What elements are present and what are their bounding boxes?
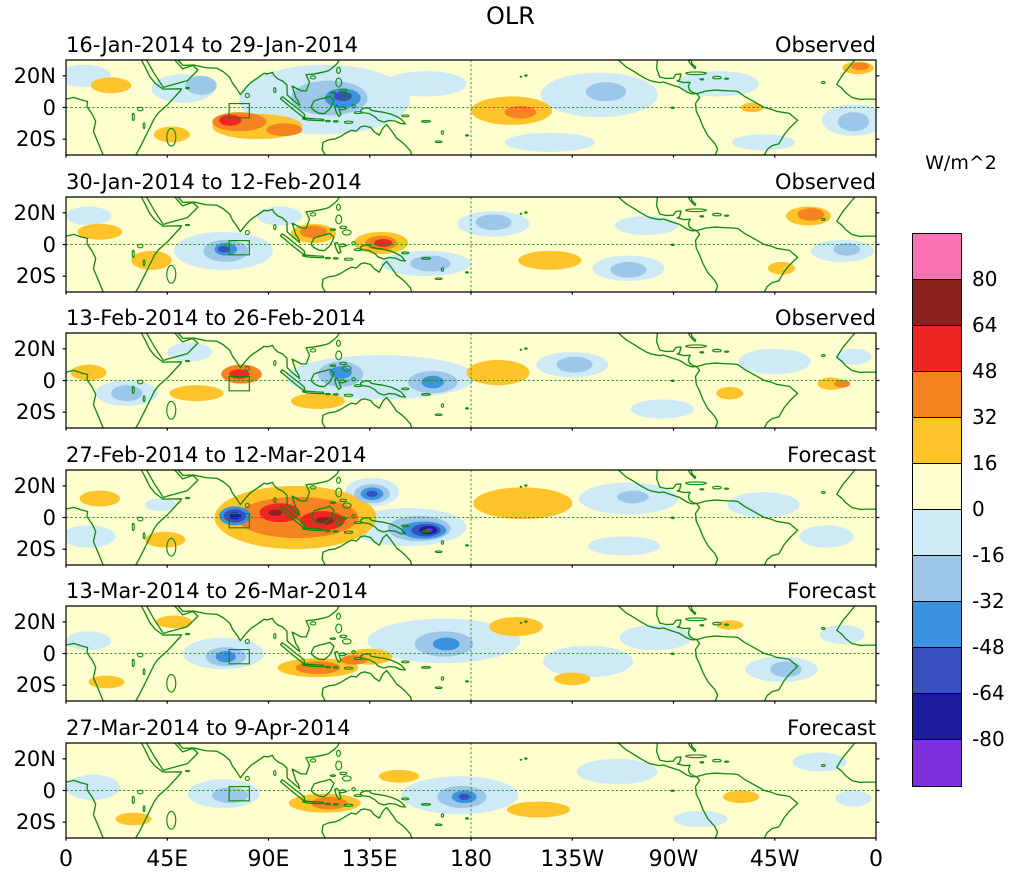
map-panel	[66, 333, 876, 428]
colorbar-cell	[913, 280, 961, 326]
map-panel	[66, 60, 876, 155]
lat-axis-label: 20S	[15, 537, 56, 562]
colorbar-cell	[913, 602, 961, 648]
panel-date-label: 13-Mar-2014 to 26-Mar-2014	[66, 579, 368, 603]
panel-source-label: Forecast	[787, 579, 876, 603]
colorbar-tick-label: 32	[972, 405, 998, 429]
panel-source-label: Forecast	[787, 443, 876, 467]
map-panel	[66, 197, 876, 292]
colorbar-cell	[913, 234, 961, 280]
panel-source-label: Observed	[774, 33, 876, 57]
lat-axis-label: 0	[42, 778, 56, 803]
colorbar-cell	[913, 326, 961, 372]
panel-date-label: 27-Mar-2014 to 9-Apr-2014	[66, 716, 351, 740]
panel-date-label: 27-Feb-2014 to 12-Mar-2014	[66, 443, 367, 467]
map-panel	[66, 606, 876, 701]
lat-axis-label: 20S	[15, 810, 56, 835]
lat-axis-label: 20N	[13, 336, 56, 361]
colorbar-cell	[913, 556, 961, 602]
panel-header: 30-Jan-2014 to 12-Feb-2014 Observed	[66, 169, 876, 195]
lat-axis-label: 20N	[13, 473, 56, 498]
lon-axis-label: 135W	[540, 847, 605, 872]
panel-date-label: 13-Feb-2014 to 26-Feb-2014	[66, 306, 366, 330]
panel-header: 27-Feb-2014 to 12-Mar-2014 Forecast	[66, 442, 876, 468]
lat-axis-label: 0	[42, 641, 56, 666]
map-panel	[66, 470, 876, 565]
panel-date-label: 30-Jan-2014 to 12-Feb-2014	[66, 170, 362, 194]
chart-title: OLR	[486, 2, 535, 30]
lat-axis-label: 20S	[15, 127, 56, 152]
colorbar-tick-label: -48	[972, 635, 1005, 659]
colorbar-cell	[913, 372, 961, 418]
colorbar-tick-label: 64	[972, 313, 998, 337]
lat-axis-label: 20N	[13, 609, 56, 634]
panel-source-label: Forecast	[787, 716, 876, 740]
colorbar-tick-label: 0	[972, 497, 985, 521]
colorbar-tick-label: -16	[972, 543, 1005, 567]
colorbar-tick-label: 48	[972, 359, 998, 383]
colorbar-cell	[913, 694, 961, 740]
panel-header: 16-Jan-2014 to 29-Jan-2014 Observed	[66, 32, 876, 58]
panel-source-label: Observed	[774, 170, 876, 194]
colorbar-cell	[913, 464, 961, 510]
lon-axis-label: 45E	[146, 847, 189, 872]
lat-axis-label: 0	[42, 368, 56, 393]
colorbar-cell	[913, 648, 961, 694]
colorbar-tick-label: -80	[972, 727, 1005, 751]
lon-axis-label: 90W	[648, 847, 699, 872]
colorbar-cell	[913, 740, 961, 786]
colorbar-units-label: W/m^2	[925, 152, 997, 174]
lon-axis-label: 45W	[749, 847, 800, 872]
lat-axis-label: 0	[42, 95, 56, 120]
colorbar-cell	[913, 510, 961, 556]
lon-axis-label: 180	[450, 847, 492, 872]
lon-axis-label: 90E	[247, 847, 290, 872]
lat-axis-label: 20S	[15, 264, 56, 289]
panel-source-label: Observed	[774, 306, 876, 330]
colorbar-tick-label: -32	[972, 589, 1005, 613]
lat-axis-label: 20S	[15, 673, 56, 698]
lat-axis-label: 20S	[15, 400, 56, 425]
lat-axis-label: 0	[42, 232, 56, 257]
map-panel	[66, 743, 876, 838]
panel-header: 13-Feb-2014 to 26-Feb-2014 Observed	[66, 305, 876, 331]
lat-axis-label: 0	[42, 505, 56, 530]
colorbar-tick-label: -64	[972, 681, 1005, 705]
colorbar	[912, 233, 962, 787]
panel-header: 27-Mar-2014 to 9-Apr-2014 Forecast	[66, 715, 876, 741]
panel-date-label: 16-Jan-2014 to 29-Jan-2014	[66, 33, 359, 57]
panel-header: 13-Mar-2014 to 26-Mar-2014 Forecast	[66, 578, 876, 604]
lat-axis-label: 20N	[13, 746, 56, 771]
colorbar-cell	[913, 418, 961, 464]
colorbar-tick-label: 16	[972, 451, 998, 475]
lat-axis-label: 20N	[13, 63, 56, 88]
lat-axis-label: 20N	[13, 200, 56, 225]
lon-axis-label: 0	[59, 847, 73, 872]
lon-axis-label: 135E	[341, 847, 398, 872]
colorbar-tick-label: 80	[972, 267, 998, 291]
lon-axis-label: 0	[869, 847, 883, 872]
